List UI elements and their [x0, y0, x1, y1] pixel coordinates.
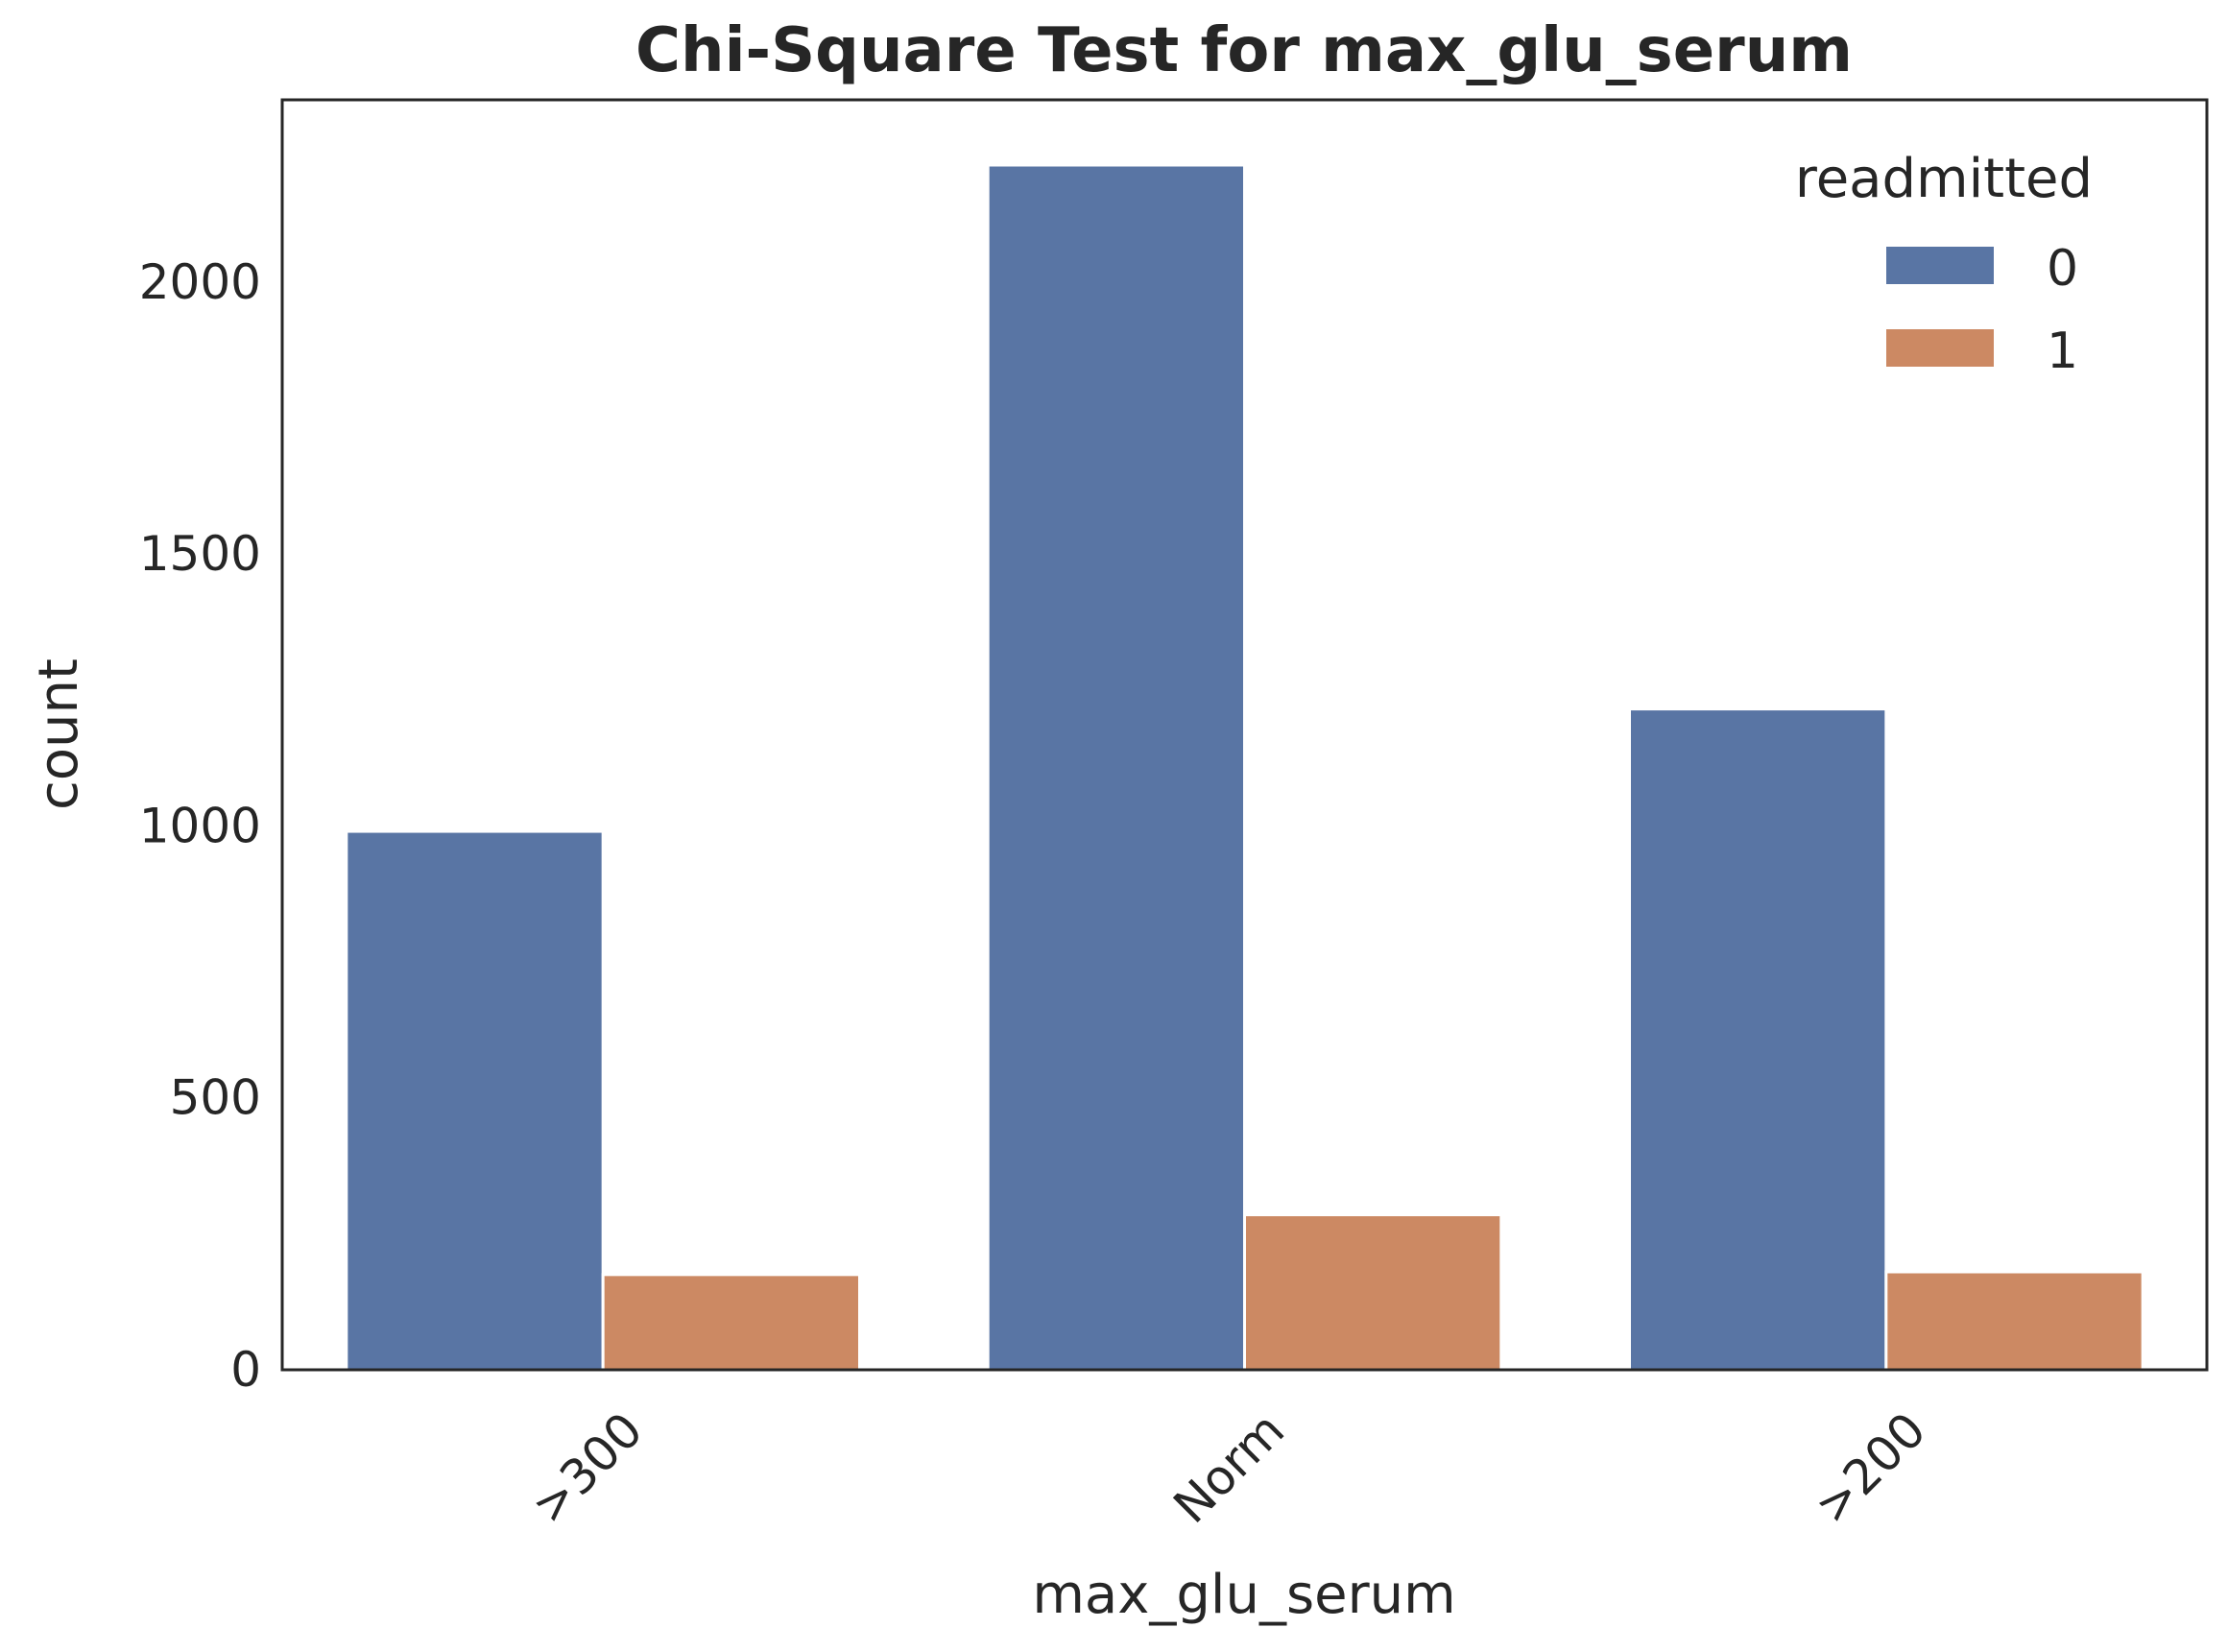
plot-frame — [280, 98, 2209, 1372]
x-axis-ticks: >300 Norm >200 — [521, 1401, 1937, 1534]
legend: readmitted 01 — [1795, 148, 2093, 380]
x-tick-label: >200 — [1804, 1401, 1936, 1534]
bar-200-series-1 — [1884, 1270, 2144, 1372]
x-tick-label: Norm — [1163, 1401, 1295, 1533]
legend-label-1: 1 — [2047, 323, 2078, 380]
y-axis-label: count — [28, 658, 90, 810]
y-tick-label: 1000 — [139, 798, 261, 853]
chart-title: Chi-Square Test for max_glu_serum — [635, 15, 1853, 86]
legend-swatch-0 — [1886, 247, 1994, 284]
y-tick-label: 2000 — [139, 254, 261, 310]
bars-layer — [345, 163, 2144, 1372]
y-tick-label: 0 — [230, 1342, 261, 1398]
x-axis-label: max_glu_serum — [1032, 1564, 1455, 1626]
legend-label-0: 0 — [2047, 240, 2078, 298]
bar-Norm-series-0 — [986, 163, 1246, 1372]
legend-swatch-1 — [1886, 329, 1994, 367]
y-axis-ticks: 0 500 1000 1500 2000 — [139, 254, 261, 1398]
y-tick-label: 500 — [170, 1070, 261, 1126]
legend-title: readmitted — [1795, 148, 2093, 210]
y-tick-label: 1500 — [139, 526, 261, 582]
bar-300-series-1 — [601, 1273, 862, 1372]
bar-200-series-0 — [1628, 707, 1888, 1372]
bar-300-series-0 — [345, 829, 605, 1372]
x-tick-label: >300 — [521, 1401, 654, 1534]
bar-Norm-series-1 — [1243, 1213, 1503, 1372]
legend-items: 01 — [1886, 240, 2078, 380]
